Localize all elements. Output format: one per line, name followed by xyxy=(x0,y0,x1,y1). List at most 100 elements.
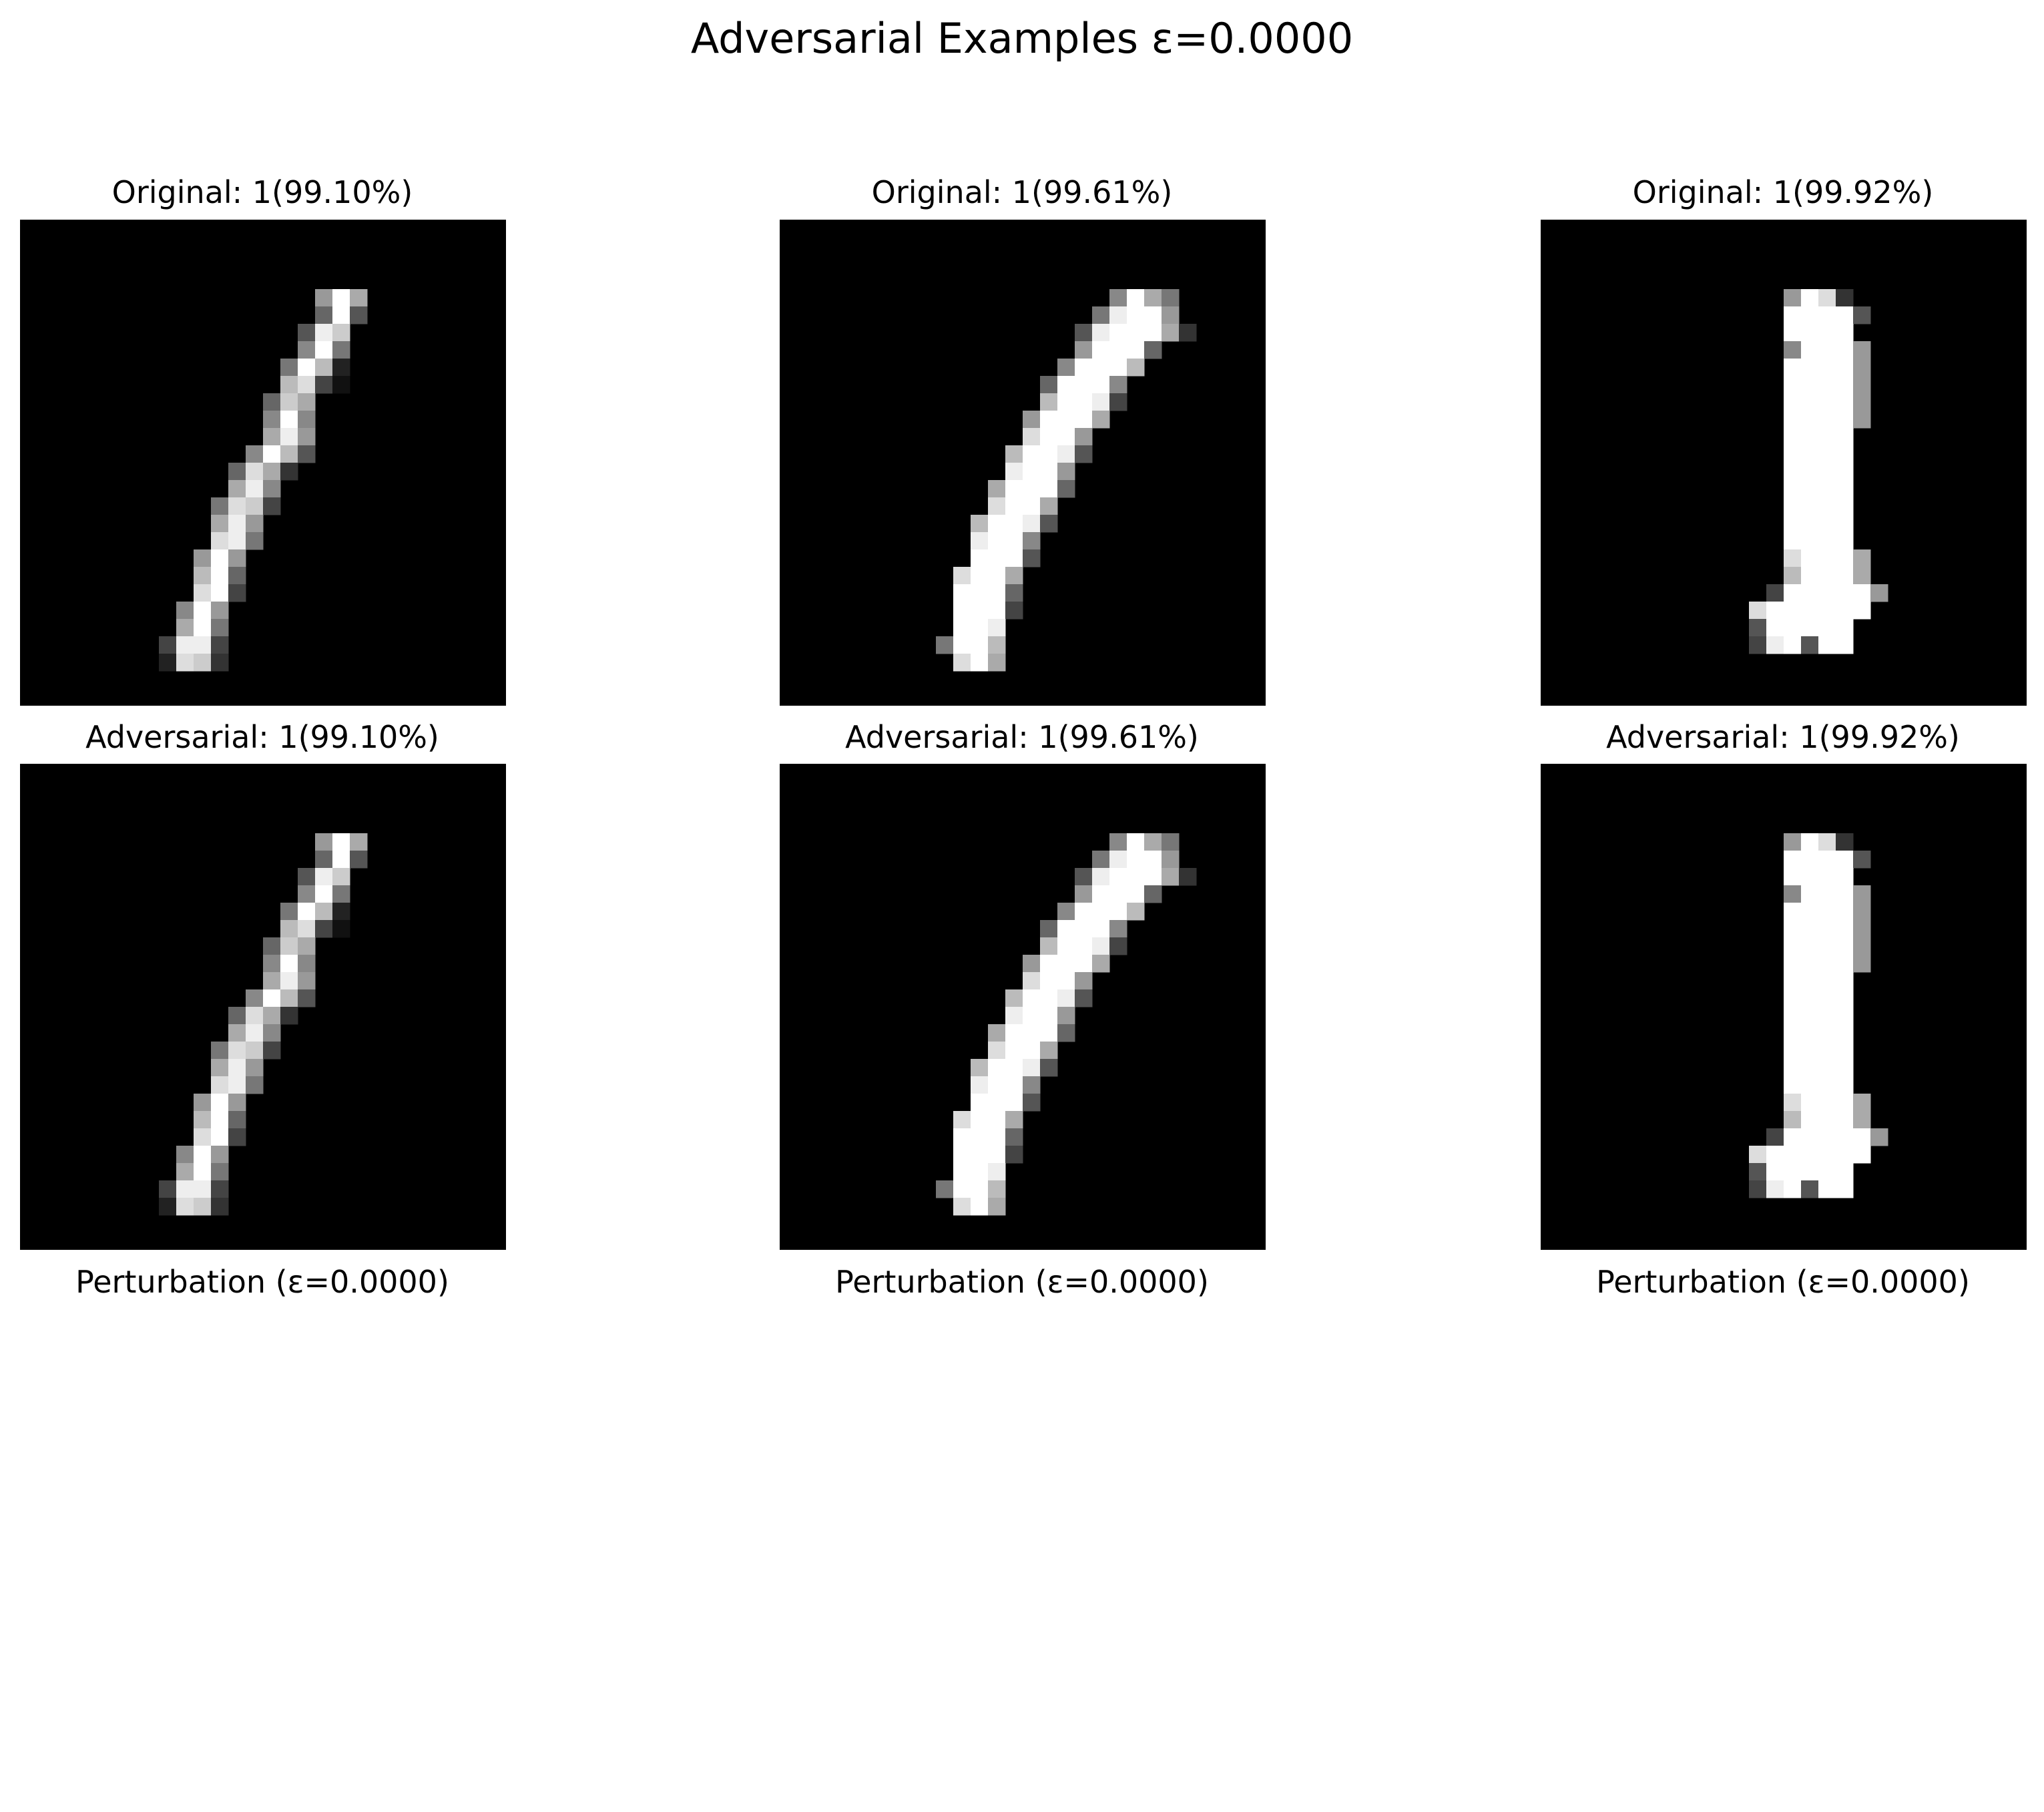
pixel xyxy=(263,972,281,990)
pixel xyxy=(211,654,229,672)
digit-image xyxy=(780,764,1266,1250)
pixel xyxy=(1818,1024,1836,1042)
pixel xyxy=(1144,306,1162,324)
pixel xyxy=(1749,619,1767,637)
pixel xyxy=(194,1094,212,1112)
pixel xyxy=(1040,989,1058,1007)
pixel xyxy=(971,532,989,550)
pixel xyxy=(332,903,350,921)
pixel xyxy=(194,602,212,620)
pixel xyxy=(228,1111,246,1129)
pixel xyxy=(1784,619,1802,637)
pixel xyxy=(1801,1076,1819,1094)
pixel xyxy=(280,955,298,973)
pixel xyxy=(1749,1146,1767,1164)
pixel xyxy=(1040,937,1058,955)
pixel xyxy=(1818,515,1836,533)
pixel xyxy=(1005,1024,1023,1042)
pixel xyxy=(1057,920,1075,938)
pixel xyxy=(246,1007,264,1025)
pixel xyxy=(298,445,316,463)
pixel xyxy=(1801,497,1819,515)
pixel xyxy=(1836,567,1854,585)
pixel xyxy=(1057,393,1075,411)
pixel xyxy=(280,903,298,921)
pixel xyxy=(315,289,333,307)
original-image-2 xyxy=(780,220,1266,706)
pixel xyxy=(971,1076,989,1094)
pixel xyxy=(1109,920,1127,938)
pixel xyxy=(1040,393,1058,411)
pixel xyxy=(1109,289,1127,307)
pixel xyxy=(1092,851,1110,869)
pixel xyxy=(971,602,989,620)
pixel xyxy=(1836,989,1854,1007)
pixel xyxy=(971,1180,989,1198)
pixel xyxy=(211,619,229,637)
pixel xyxy=(1836,1024,1854,1042)
pixel xyxy=(1040,480,1058,498)
pixel xyxy=(194,549,212,568)
original-image-1 xyxy=(20,220,506,706)
pixel xyxy=(350,289,368,307)
pixel xyxy=(971,567,989,585)
pixel xyxy=(988,532,1006,550)
pixel xyxy=(315,868,333,886)
pixel xyxy=(1075,937,1093,955)
pixel xyxy=(971,584,989,602)
pixel xyxy=(1818,636,1836,654)
pixel xyxy=(1092,903,1110,921)
pixel xyxy=(1818,833,1836,851)
pixel xyxy=(1784,937,1802,955)
pixel xyxy=(1005,497,1023,515)
pixel xyxy=(1801,1024,1819,1042)
pixel xyxy=(1836,393,1854,411)
pixel xyxy=(1784,1007,1802,1025)
pixel xyxy=(1127,359,1145,377)
pixel xyxy=(1784,1094,1802,1112)
pixel xyxy=(1818,619,1836,637)
pixel xyxy=(211,1094,229,1112)
pixel xyxy=(1836,955,1854,973)
pixel xyxy=(1836,920,1854,938)
pixel xyxy=(246,1059,264,1077)
pixel xyxy=(1870,584,1888,602)
pixel xyxy=(228,549,246,568)
pixel xyxy=(1853,937,1871,955)
pixel xyxy=(246,989,264,1007)
pixel xyxy=(280,920,298,938)
pixel xyxy=(211,1163,229,1181)
pixel xyxy=(315,920,333,938)
digit-image xyxy=(780,220,1266,706)
pixel xyxy=(988,636,1006,654)
pixel xyxy=(953,636,971,654)
pixel xyxy=(1023,1007,1041,1025)
pixel xyxy=(1040,445,1058,463)
pixel xyxy=(159,1180,177,1198)
pixel xyxy=(1836,359,1854,377)
pixel xyxy=(298,885,316,903)
pixel xyxy=(1075,428,1093,446)
pixel xyxy=(1057,972,1075,990)
pixel xyxy=(1853,1128,1871,1146)
pixel xyxy=(211,1042,229,1060)
pixel xyxy=(1784,393,1802,411)
pixel xyxy=(1801,602,1819,620)
pixel xyxy=(1801,463,1819,481)
pixel xyxy=(1057,359,1075,377)
pixel xyxy=(1818,972,1836,990)
pixel xyxy=(1005,1076,1023,1094)
pixel xyxy=(298,868,316,886)
pixel xyxy=(1784,955,1802,973)
pixel xyxy=(971,619,989,637)
pixel xyxy=(1818,497,1836,515)
pixel xyxy=(1005,1007,1023,1025)
adversarial-title-1: Adversarial: 1(99.10%) xyxy=(85,719,439,755)
pixel xyxy=(246,515,264,533)
pixel xyxy=(1784,306,1802,324)
pixel xyxy=(298,972,316,990)
pixel xyxy=(1853,549,1871,568)
pixel xyxy=(211,584,229,602)
pixel xyxy=(1023,955,1041,973)
pixel xyxy=(1127,885,1145,903)
